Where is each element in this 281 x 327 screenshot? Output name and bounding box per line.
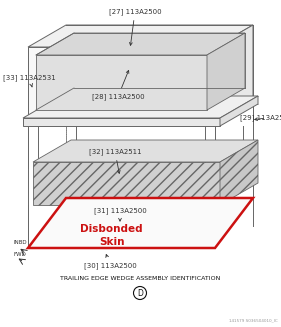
Text: Skin: Skin xyxy=(99,237,124,247)
Polygon shape xyxy=(28,25,253,47)
Polygon shape xyxy=(215,25,253,118)
Text: [27] 113A2500: [27] 113A2500 xyxy=(109,8,161,45)
Text: 141579 S036504010_IC: 141579 S036504010_IC xyxy=(229,318,278,322)
Text: [32] 113A2511: [32] 113A2511 xyxy=(89,148,141,173)
Text: [28] 113A2500: [28] 113A2500 xyxy=(92,70,144,100)
Text: [33] 113A2531: [33] 113A2531 xyxy=(3,75,56,87)
Polygon shape xyxy=(23,118,220,126)
Polygon shape xyxy=(36,55,207,110)
Text: Disbonded: Disbonded xyxy=(80,224,143,234)
Polygon shape xyxy=(207,33,245,110)
Text: [29] 113A2532: [29] 113A2532 xyxy=(240,115,281,121)
Polygon shape xyxy=(220,140,258,205)
Polygon shape xyxy=(33,140,258,162)
Polygon shape xyxy=(28,198,253,248)
Text: [30] 113A2500: [30] 113A2500 xyxy=(84,254,136,269)
Polygon shape xyxy=(28,47,215,118)
Polygon shape xyxy=(220,96,258,126)
Text: D: D xyxy=(137,288,143,298)
Text: FWD: FWD xyxy=(14,252,27,257)
Text: [31] 113A2500: [31] 113A2500 xyxy=(94,207,146,221)
Polygon shape xyxy=(33,162,220,205)
Text: INBD: INBD xyxy=(14,240,28,246)
Polygon shape xyxy=(23,96,258,118)
Polygon shape xyxy=(36,33,245,55)
Text: TRAILING EDGE WEDGE ASSEMBLY IDENTIFICATION: TRAILING EDGE WEDGE ASSEMBLY IDENTIFICAT… xyxy=(60,276,220,281)
